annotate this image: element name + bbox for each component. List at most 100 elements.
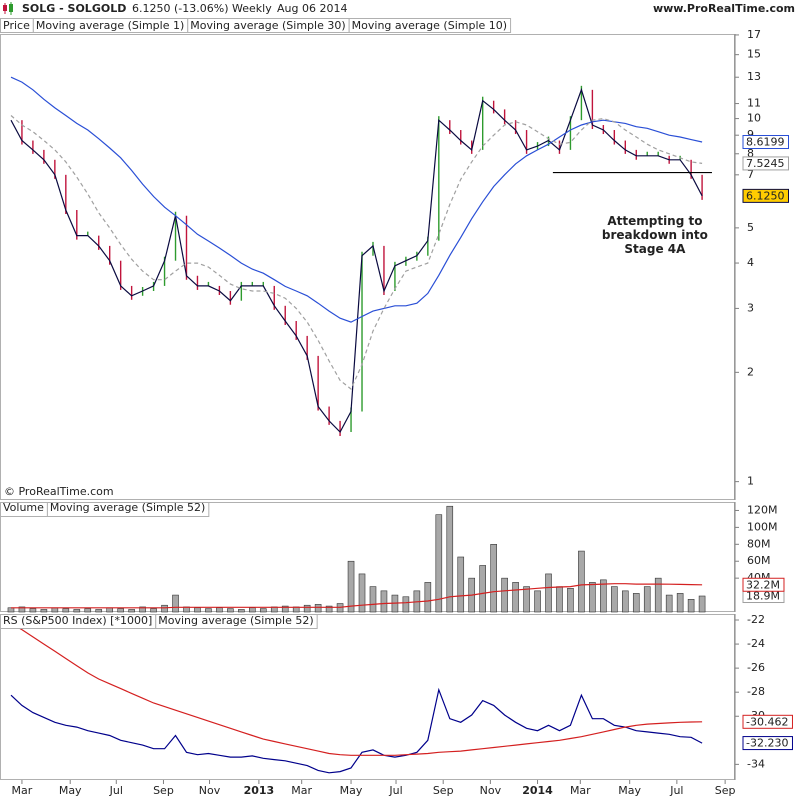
volume-bar bbox=[402, 596, 410, 613]
last-value-text: 7.5245 bbox=[746, 157, 785, 170]
last-value-text: 8.6199 bbox=[746, 136, 785, 149]
legend-item: Price bbox=[0, 18, 34, 33]
symbol: SOLG - SOLGOLD bbox=[22, 2, 126, 15]
last-value-text: 32.2M bbox=[746, 578, 780, 591]
volume-bar bbox=[676, 593, 684, 613]
volume-bar bbox=[523, 586, 530, 613]
last-value-label: 7.5245 bbox=[742, 156, 789, 171]
x-tick-label: Jul bbox=[669, 784, 683, 797]
y-tick-label: 100M bbox=[747, 520, 778, 533]
legend-text: Moving average (Simple 10) bbox=[352, 19, 507, 32]
series-line bbox=[10, 623, 703, 756]
last-value-text: 18.9M bbox=[746, 590, 780, 603]
volume-bar bbox=[18, 606, 26, 613]
volume-bar bbox=[654, 577, 662, 613]
y-tick-label: -24 bbox=[747, 637, 765, 650]
legend-text: Moving average (Simple 1) bbox=[36, 19, 184, 32]
y-tick-label: -34 bbox=[747, 757, 765, 770]
volume-bar bbox=[589, 582, 596, 613]
x-tick-label: 2014 bbox=[522, 784, 553, 797]
y-tick-label: 11 bbox=[747, 97, 761, 110]
volume-bar bbox=[643, 586, 651, 613]
volume-bar bbox=[424, 582, 432, 613]
x-tick-label: Sep bbox=[433, 784, 454, 797]
volume-bar bbox=[259, 608, 267, 613]
last-value-box bbox=[742, 736, 793, 751]
volume-bar bbox=[380, 590, 388, 613]
volume-bar bbox=[303, 604, 311, 613]
legend-box bbox=[46, 502, 210, 517]
x-tick-label: May bbox=[59, 784, 82, 797]
legend-item: Moving average (Simple 52) bbox=[46, 501, 210, 517]
series-line bbox=[10, 115, 703, 390]
last-value-label: -32.230 bbox=[742, 736, 793, 751]
x-tick-label: Nov bbox=[199, 784, 221, 797]
volume-bar bbox=[40, 609, 48, 613]
volume-bar bbox=[347, 560, 355, 613]
annotation: Attempting to bbox=[607, 214, 702, 228]
x-tick-label: Mar bbox=[291, 784, 312, 797]
y-tick-label: 7 bbox=[747, 168, 754, 181]
volume-bar bbox=[578, 550, 585, 613]
x-tick-label: May bbox=[340, 784, 363, 797]
last-value-text: -32.230 bbox=[746, 737, 788, 750]
last-value-text: -30.462 bbox=[746, 715, 788, 728]
y-tick-label: 17 bbox=[747, 28, 761, 41]
volume-bar bbox=[512, 582, 519, 613]
last-value-box bbox=[742, 188, 789, 203]
volume-bar bbox=[435, 514, 443, 613]
volume-bar bbox=[51, 607, 59, 613]
volume-bar bbox=[128, 609, 135, 613]
watermark: © ProRealTime.com bbox=[4, 485, 114, 498]
volume-bar bbox=[139, 606, 146, 613]
legend-item: Volume bbox=[0, 501, 48, 517]
y-tick-label: -22 bbox=[747, 613, 765, 626]
volume-bar bbox=[567, 588, 574, 613]
last-value-label: -30.462 bbox=[742, 714, 793, 729]
last-value-label: 8.6199 bbox=[742, 135, 789, 150]
volume-bar bbox=[106, 607, 114, 613]
x-tick-label: Jul bbox=[388, 784, 402, 797]
date: Aug 06 2014 bbox=[277, 2, 347, 15]
volume-bar bbox=[611, 586, 618, 613]
x-tick-label: 2013 bbox=[244, 784, 275, 797]
last-value-label: 32.2M bbox=[742, 577, 785, 592]
volume-bar bbox=[479, 565, 486, 613]
legend-item: Moving average (Simple 52) bbox=[155, 614, 318, 629]
volume-bar bbox=[84, 608, 92, 613]
x-tick-label: May bbox=[618, 784, 641, 797]
legend-text: Moving average (Simple 30) bbox=[190, 19, 345, 32]
volume-bar bbox=[161, 604, 168, 613]
volume-bar bbox=[249, 607, 256, 613]
last-value-box bbox=[742, 577, 785, 592]
y-tick-label: 3 bbox=[747, 301, 754, 314]
x-tick-label: Sep bbox=[715, 784, 736, 797]
y-tick-label: 80M bbox=[747, 537, 771, 550]
annotation: breakdown into bbox=[602, 228, 708, 242]
volume-bar bbox=[314, 604, 322, 613]
legend-box bbox=[348, 18, 512, 33]
volume-bar bbox=[545, 573, 552, 613]
volume-bar bbox=[216, 607, 223, 613]
volume-bar bbox=[687, 599, 695, 613]
legend-text: Moving average (Simple 52) bbox=[158, 614, 313, 627]
volume-bar bbox=[490, 544, 497, 613]
site: www.ProRealTime.com bbox=[653, 2, 795, 15]
legend-text: RS (S&P500 Index) [*1000] bbox=[3, 614, 152, 627]
volume-bar bbox=[117, 608, 124, 613]
quote: 6.1250 (-13.06%) bbox=[132, 2, 228, 15]
last-value-box bbox=[742, 714, 793, 729]
volume-bar bbox=[369, 586, 377, 613]
volume-bar bbox=[205, 608, 212, 613]
volume-bar bbox=[73, 609, 81, 613]
y-tick-label: 10 bbox=[747, 112, 761, 125]
volume-bar bbox=[358, 573, 366, 613]
x-tick-label: Mar bbox=[570, 784, 591, 797]
volume-bar bbox=[621, 590, 629, 613]
volume-bar bbox=[665, 594, 673, 613]
last-value-box bbox=[742, 156, 789, 171]
y-tick-label: 60M bbox=[747, 554, 771, 567]
volume-bar bbox=[172, 594, 179, 613]
x-tick-label: Nov bbox=[480, 784, 502, 797]
